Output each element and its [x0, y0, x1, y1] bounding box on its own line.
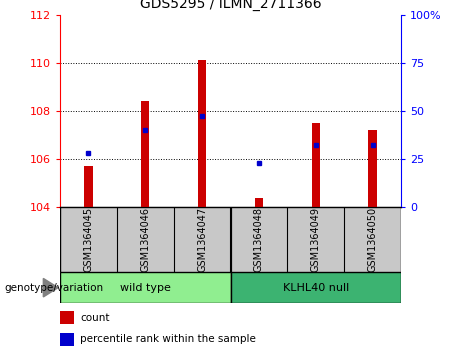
Text: genotype/variation: genotype/variation — [5, 283, 104, 293]
Text: GSM1364049: GSM1364049 — [311, 207, 321, 272]
Bar — [84, 166, 93, 207]
Text: GSM1364048: GSM1364048 — [254, 207, 264, 272]
Bar — [312, 123, 320, 207]
Text: KLHL40 null: KLHL40 null — [283, 283, 349, 293]
Polygon shape — [43, 278, 58, 297]
Title: GDS5295 / ILMN_2711366: GDS5295 / ILMN_2711366 — [140, 0, 321, 11]
Bar — [230, 272, 401, 303]
Bar — [141, 101, 149, 207]
Bar — [368, 130, 377, 207]
Bar — [60, 333, 74, 346]
Text: GSM1364050: GSM1364050 — [367, 207, 378, 272]
Text: percentile rank within the sample: percentile rank within the sample — [80, 334, 256, 344]
Text: GSM1364046: GSM1364046 — [140, 207, 150, 272]
Text: wild type: wild type — [120, 283, 171, 293]
Bar — [60, 311, 74, 324]
Text: GSM1364047: GSM1364047 — [197, 207, 207, 272]
Bar — [198, 60, 207, 207]
Bar — [254, 199, 263, 207]
Bar — [60, 272, 230, 303]
Text: count: count — [80, 313, 110, 323]
Text: GSM1364045: GSM1364045 — [83, 207, 94, 272]
